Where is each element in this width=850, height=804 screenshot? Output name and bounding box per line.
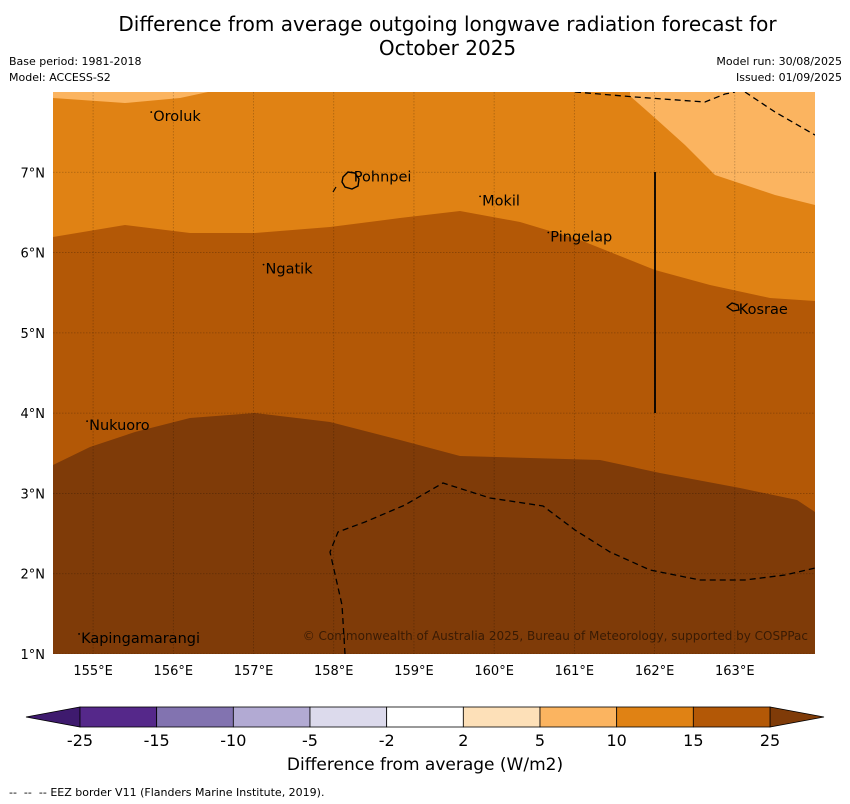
- eez-border-topright: [744, 92, 815, 136]
- eez-border-top: [574, 92, 736, 103]
- lat-tick-label: 3°N: [21, 487, 46, 502]
- place-label: Oroluk: [153, 109, 201, 125]
- place-marker: [547, 231, 550, 234]
- place-labels: Oroluk Pohnpei Mokil Pingelap Ngatik Kosrae Nu…: [78, 109, 788, 647]
- region-above-25: [53, 413, 815, 654]
- lon-tick-label: 163°E: [715, 664, 755, 679]
- pohnpei-reef-mark: [332, 186, 337, 193]
- colorbar-segment: [156, 706, 234, 728]
- copyright-text: © Commonwealth of Australia 2025, Bureau…: [303, 629, 808, 643]
- lat-tick-label: 4°N: [21, 407, 46, 422]
- place-label: Pohnpei: [354, 169, 412, 185]
- title-line-2: October 2025: [378, 36, 517, 60]
- lon-tick-label: 158°E: [314, 664, 354, 679]
- map-gridlines: [53, 92, 815, 654]
- colorbar-segment: [79, 706, 158, 728]
- place-marker: [86, 420, 88, 423]
- colorbar-title: Difference from average (W/m2): [286, 755, 564, 775]
- colorbar-segment: [692, 706, 771, 728]
- region-5-10-topright: [630, 92, 815, 205]
- model-text: Model: ACCESS-S2: [9, 71, 111, 84]
- meta-right: Model run: 30/08/2025 Issued: 01/09/2025: [716, 54, 842, 86]
- dashed-line-symbol: -- -- --: [9, 786, 47, 799]
- place-label: Kapingamarangi: [81, 631, 200, 647]
- title-line-1: Difference from average outgoing longwav…: [118, 12, 777, 36]
- place-marker: [479, 195, 482, 198]
- colorbar-tick-label: -5: [302, 731, 318, 750]
- eez-border-south: [329, 482, 815, 654]
- lat-tick-label: 1°N: [21, 648, 46, 663]
- lon-tick-label: 156°E: [154, 664, 194, 679]
- model-run-text: Model run: 30/08/2025: [716, 55, 842, 68]
- lon-tick-label: 162°E: [635, 664, 675, 679]
- place-marker: [78, 633, 80, 635]
- pohnpei-island-shape: [341, 171, 360, 190]
- lon-tick-label: 161°E: [555, 664, 595, 679]
- region-5-10-topleft: [53, 92, 208, 103]
- lat-tick-label: 5°N: [21, 327, 46, 342]
- lat-tick-label: 2°N: [21, 568, 46, 583]
- issued-text: Issued: 01/09/2025: [735, 71, 842, 84]
- colorbar-segment: [232, 706, 311, 728]
- colorbar-segment: [462, 706, 541, 728]
- colorbar-tick-label: -10: [220, 731, 246, 750]
- chart-title: Difference from average outgoing longwav…: [60, 12, 835, 60]
- lon-tick-label: 155°E: [73, 664, 113, 679]
- lon-tick-label: 160°E: [474, 664, 514, 679]
- meta-left: Base period: 1981-2018 Model: ACCESS-S2: [9, 54, 141, 86]
- lon-tick-label: 157°E: [234, 664, 274, 679]
- colorbar-tick-label: -15: [144, 731, 170, 750]
- eez-legend-text: EEZ border V11 (Flanders Marine Institut…: [50, 786, 325, 799]
- place-marker: [262, 263, 265, 266]
- colorbar-segment: [539, 706, 618, 728]
- kosrae-island-shape: [725, 302, 740, 312]
- base-period-text: Base period: 1981-2018: [9, 55, 142, 68]
- place-marker: [350, 171, 353, 174]
- place-label: Mokil: [482, 193, 520, 209]
- colorbar-tick-label: 5: [535, 731, 545, 750]
- colorbar-tick-label: 10: [606, 731, 626, 750]
- colorbar-segment: [616, 706, 694, 728]
- place-marker: [150, 111, 153, 113]
- colorbar-tick-label: 2: [458, 731, 468, 750]
- colorbar-extend-low: [25, 706, 81, 728]
- colorbar-segment: [386, 706, 464, 728]
- colorbar-segment: [309, 706, 388, 728]
- place-label: Nukuoro: [89, 418, 150, 434]
- place-marker: [735, 303, 738, 306]
- place-label: Pingelap: [550, 230, 612, 246]
- lat-tick-label: 7°N: [21, 166, 46, 181]
- map-axes: 155°E 156°E 157°E 158°E 159°E 160°E 161°E 162°E…: [21, 166, 755, 679]
- eez-legend-note: -- -- -- EEZ border V11 (Flanders Marine…: [9, 786, 324, 799]
- place-label: Kosrae: [739, 302, 788, 318]
- colorbar-extend-high: [769, 706, 825, 728]
- colorbar-tick-label: -25: [67, 731, 93, 750]
- colorbar-tick-label: 15: [683, 731, 703, 750]
- map-panel: Oroluk Pohnpei Mokil Pingelap Ngatik Kosrae Nu…: [21, 92, 815, 679]
- colorbar-tick-label: -2: [379, 731, 395, 750]
- lat-tick-label: 6°N: [21, 247, 46, 262]
- colorbar-tick-label: 25: [760, 731, 780, 750]
- lon-tick-label: 159°E: [394, 664, 434, 679]
- place-label: Ngatik: [266, 262, 314, 278]
